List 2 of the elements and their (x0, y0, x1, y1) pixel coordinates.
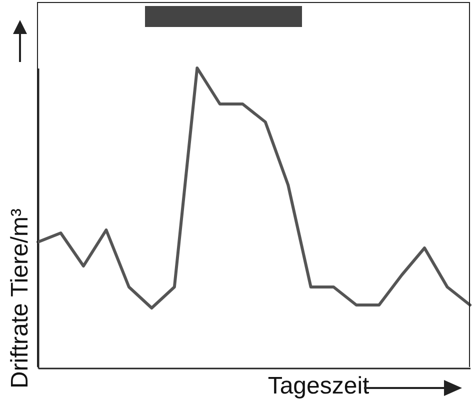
x-axis-title: Tageszeit (268, 372, 370, 400)
y-axis-title: Driftrate Tiere/m³ (6, 208, 34, 389)
